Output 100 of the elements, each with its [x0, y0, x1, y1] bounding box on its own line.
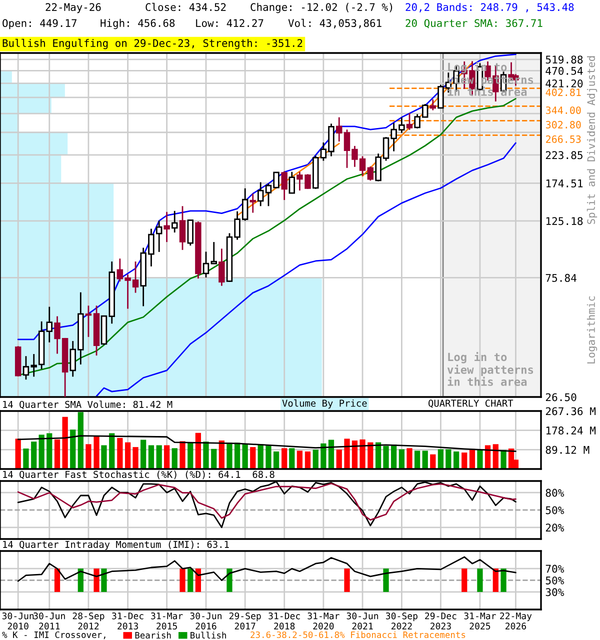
bar: [23, 448, 29, 469]
bar: [140, 440, 146, 469]
bar: [312, 450, 318, 469]
x-tick-label: 31-Mar 2020: [308, 612, 340, 630]
bar: [336, 450, 342, 469]
x-tick-label: 29-Sep 2017: [229, 612, 261, 630]
y-tick-label: 470.54: [546, 66, 583, 75]
y-tick-label: 267.36 M: [546, 407, 596, 416]
bar: [462, 452, 468, 469]
bar: [242, 444, 248, 469]
bar: [70, 430, 76, 469]
bar: [101, 445, 107, 469]
bar: [78, 412, 84, 469]
y-tick-label: 223.85: [546, 151, 582, 160]
candlestick: [336, 116, 342, 142]
bar: [438, 449, 444, 469]
bar: [94, 436, 100, 469]
candlestick: [179, 205, 186, 251]
candlestick: [156, 220, 162, 253]
candlestick: [85, 304, 92, 338]
candlestick: [406, 112, 413, 131]
x-tick-label: 30-Jun 2010: [2, 612, 34, 630]
line-series: [17, 556, 516, 582]
bar: [46, 433, 52, 469]
x-tick-label: 30-Jun 2011: [34, 612, 65, 630]
bar: [117, 438, 123, 469]
bar: [446, 449, 452, 469]
text: 20,2 Bands: 248.79 , 543.48: [406, 2, 574, 12]
bar: [148, 445, 154, 469]
bar: [31, 442, 37, 469]
candlestick: [218, 248, 225, 287]
bar: [180, 441, 186, 469]
bar: [250, 447, 256, 469]
bar: [211, 448, 217, 469]
text: Logarithmic: [586, 296, 598, 364]
bar: [273, 451, 280, 469]
y-tick-label: 125.18: [546, 217, 583, 226]
text: Vol: 43,053,861: [288, 18, 382, 28]
bar: [360, 439, 366, 469]
text: Bullish Engulfing on 29-Dec-23, Strength: -351.2: [2, 38, 302, 50]
bar: [124, 442, 131, 469]
y-tick-label: 20%: [546, 524, 564, 532]
bar: [383, 446, 389, 469]
bar: [414, 450, 420, 469]
candlestick: [164, 211, 170, 243]
ref-line-label: 344.00: [546, 106, 581, 114]
bar: [304, 451, 311, 469]
candlestick: [202, 251, 210, 278]
chart-title: 14 Quarter SMA Volume: 81.42 M: [3, 400, 172, 410]
bar: [296, 450, 303, 469]
y-tick-label: 70%: [546, 564, 564, 573]
x-tick-label: 29-Dec 2023: [425, 612, 456, 630]
candlestick: [46, 306, 52, 344]
y-tick-label: 178.24 M: [546, 426, 596, 435]
x-tick-label: 31-Dec 2018: [268, 612, 300, 630]
bar: [289, 448, 295, 469]
ref-line-label: 402.81: [546, 88, 581, 96]
bar: [320, 443, 326, 469]
text: QUARTERLY CHART: [428, 400, 514, 408]
bar: [164, 445, 170, 469]
bar: [54, 439, 60, 469]
bar: [38, 434, 44, 469]
bar: [406, 448, 412, 469]
text: % K - IMI Crossover,: [2, 631, 106, 640]
y-tick-label: 421.20: [546, 79, 583, 88]
bar: [344, 438, 350, 469]
bar: [109, 433, 115, 469]
bar: [15, 438, 21, 469]
y-tick-label: 30%: [546, 588, 564, 596]
candlestick: [172, 210, 178, 234]
x-tick-label: 31-Dec 2013: [112, 612, 144, 630]
x-tick-label: 30-Jun 2021: [346, 612, 378, 630]
legend-label: Bullish: [190, 632, 226, 639]
text: Open: 449.17: [2, 19, 76, 30]
text: Volume By Price: [282, 399, 367, 409]
y-tick-label: 80%: [546, 488, 564, 497]
candlestick: [281, 170, 288, 201]
text: 22-May-26: [46, 3, 101, 14]
text: 20 Quarter SMA: 367.71: [406, 19, 542, 28]
candlestick: [367, 166, 374, 182]
text: Low: 412.27: [196, 19, 264, 28]
legend-label: Bearish: [135, 632, 171, 639]
bar: [398, 449, 405, 469]
bar: [234, 442, 240, 469]
bar: [132, 447, 138, 469]
chart-title: 14 Quarter Intraday Momentum (IMI): 63.1: [3, 540, 229, 550]
bar: [62, 416, 68, 469]
y-tick-label: 50%: [546, 506, 564, 514]
bar: [86, 444, 92, 469]
candlestick: [430, 98, 436, 111]
candlestick: [250, 192, 256, 214]
bar: [172, 448, 178, 469]
y-tick-label: 75.84: [546, 274, 576, 282]
bar: [430, 454, 436, 469]
text: High: 456.68: [100, 18, 175, 30]
bar: [156, 445, 162, 469]
y-tick-label: 174.51: [546, 180, 583, 188]
bar: [188, 442, 194, 469]
bar: [282, 448, 288, 469]
text: 23.6-38.2-50-61.8% Fibonacci Retracements: [250, 631, 466, 638]
